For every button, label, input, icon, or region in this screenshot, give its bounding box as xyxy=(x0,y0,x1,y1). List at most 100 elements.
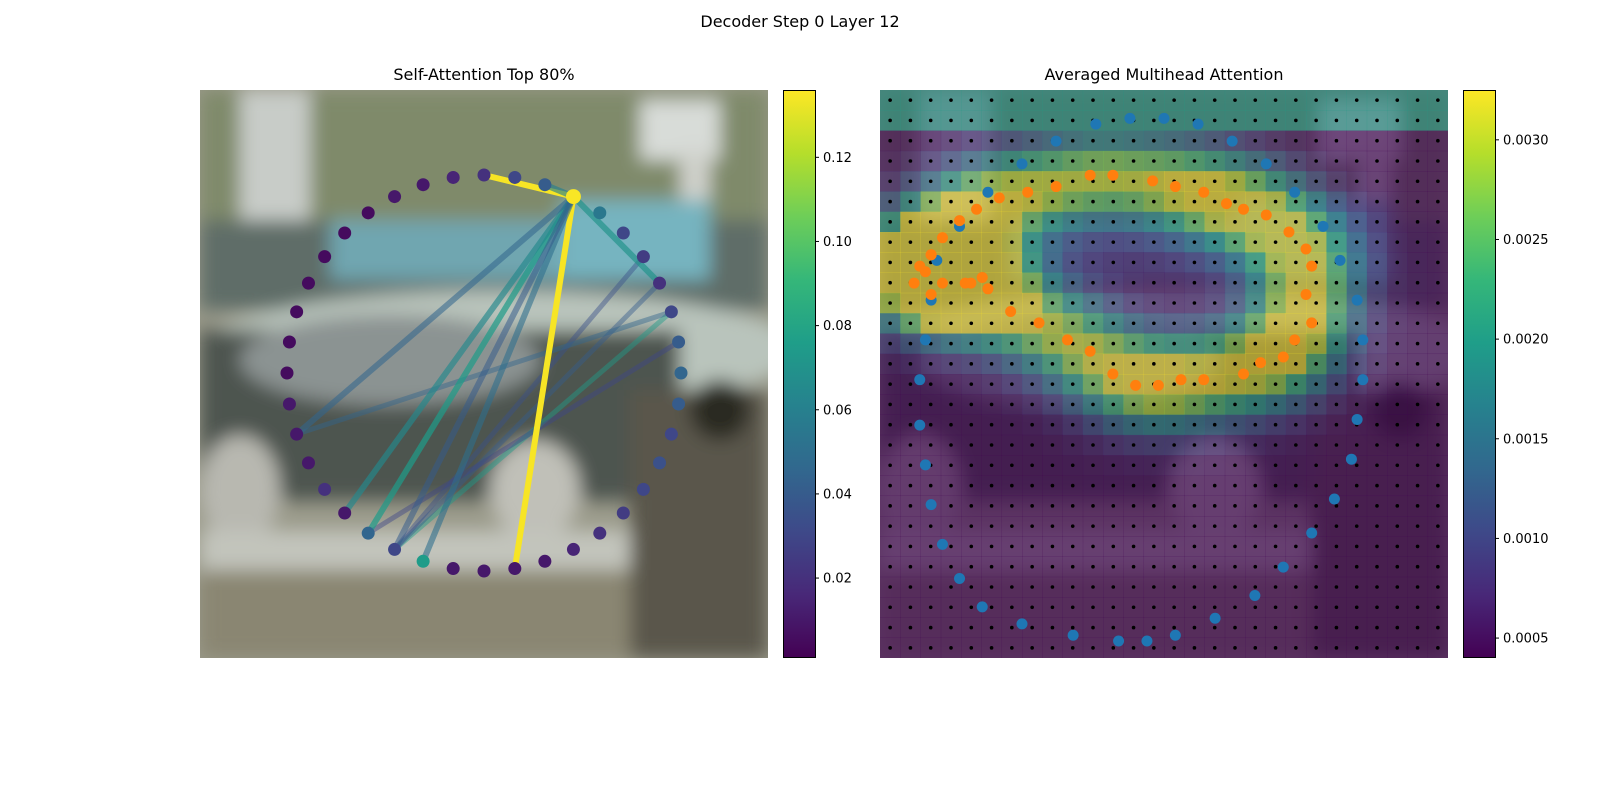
grid-dot xyxy=(1233,321,1237,326)
grid-dot xyxy=(989,544,994,549)
contour-point xyxy=(361,206,375,220)
grid-dot xyxy=(1253,118,1258,123)
grid-dot xyxy=(1192,321,1197,326)
left-colorbar: 0.02 0.04 0.06 0.08 0.10 0.12 xyxy=(783,90,852,658)
colorbar-tick-label: 0.0015 xyxy=(1503,432,1549,447)
grid-dot xyxy=(1436,280,1440,285)
grid-dot xyxy=(969,483,974,488)
grid-dot xyxy=(1334,138,1339,143)
grid-dot xyxy=(1111,118,1116,123)
grid-dot xyxy=(928,544,933,549)
grid-dot xyxy=(989,98,994,102)
grid-dot xyxy=(1375,159,1379,163)
grid-dot xyxy=(1253,585,1258,589)
grid-dot xyxy=(1070,402,1075,407)
grid-dot xyxy=(888,625,892,630)
query-point xyxy=(976,601,988,613)
grid-dot xyxy=(1212,179,1217,184)
grid-dot xyxy=(1334,605,1339,610)
figure-title: Decoder Step 0 Layer 12 xyxy=(700,12,900,31)
grid-dot xyxy=(888,260,892,265)
reference-point xyxy=(965,277,977,289)
grid-dot xyxy=(1010,402,1014,407)
grid-dot xyxy=(989,382,994,386)
grid-dot xyxy=(1253,301,1258,305)
grid-dot xyxy=(1030,341,1034,346)
grid-dot xyxy=(1091,240,1095,244)
grid-dot xyxy=(908,138,913,143)
grid-dot xyxy=(928,321,933,326)
grid-dot xyxy=(1273,179,1278,184)
attention-edge xyxy=(392,280,663,552)
grid-dot xyxy=(969,544,974,549)
reference-point xyxy=(1169,181,1181,193)
grid-dot xyxy=(1152,544,1156,549)
grid-dot xyxy=(1294,402,1298,407)
grid-dot xyxy=(989,605,994,610)
grid-dot xyxy=(949,422,953,427)
contour-point xyxy=(446,562,460,576)
grid-dot xyxy=(1091,524,1095,528)
grid-dot xyxy=(1415,159,1420,163)
reference-points xyxy=(908,169,1318,391)
grid-dot xyxy=(1131,544,1136,549)
grid-dot xyxy=(1233,341,1237,346)
reference-point xyxy=(1238,203,1250,215)
grid-dot xyxy=(969,524,974,528)
grid-dot xyxy=(1010,564,1014,569)
grid-dot xyxy=(1152,240,1156,244)
grid-dot xyxy=(1314,605,1318,610)
grid-dot xyxy=(1314,240,1318,244)
grid-dot xyxy=(1070,422,1075,427)
reference-point xyxy=(993,192,1005,204)
grid-dot xyxy=(1233,240,1237,244)
grid-dot xyxy=(1131,98,1136,102)
contour-point xyxy=(290,427,304,441)
grid-dot xyxy=(1050,564,1055,569)
grid-dot xyxy=(888,159,892,163)
self-attention-plot xyxy=(200,90,768,658)
grid-dot xyxy=(1030,118,1034,123)
grid-dot xyxy=(1314,483,1318,488)
grid-dot xyxy=(1070,625,1075,630)
grid-dot xyxy=(1415,240,1420,244)
grid-dot xyxy=(1010,422,1014,427)
grid-dot xyxy=(969,443,974,447)
grid-dot xyxy=(1192,98,1197,102)
grid-dot xyxy=(1192,625,1197,630)
grid-dot xyxy=(1294,483,1298,488)
grid-dot xyxy=(949,544,953,549)
grid-dot xyxy=(1233,483,1237,488)
reference-point xyxy=(925,288,937,300)
grid-dot xyxy=(908,564,913,569)
query-point xyxy=(1289,186,1301,198)
grid-dot xyxy=(1375,362,1379,366)
grid-dot xyxy=(1070,98,1075,102)
grid-dot xyxy=(1395,625,1400,630)
grid-dot xyxy=(949,98,953,102)
grid-dot xyxy=(1354,402,1359,407)
right-colorbar: 0.0005 0.0010 0.0015 0.0020 0.0025 0.0030 xyxy=(1463,90,1549,658)
grid-dot xyxy=(1111,483,1116,488)
grid-dot xyxy=(1395,341,1400,346)
grid-dot xyxy=(928,585,933,589)
grid-dot xyxy=(1314,138,1318,143)
grid-dot xyxy=(1050,504,1055,508)
reference-point xyxy=(1033,317,1045,329)
grid-dot xyxy=(1010,524,1014,528)
grid-dot xyxy=(1091,605,1095,610)
grid-dot xyxy=(888,199,892,204)
grid-dot xyxy=(1395,220,1400,224)
grid-dot xyxy=(1415,504,1420,508)
grid-dot xyxy=(1354,220,1359,224)
grid-dot xyxy=(928,402,933,407)
grid-dot xyxy=(1212,341,1217,346)
grid-dot xyxy=(1192,585,1197,589)
grid-dot xyxy=(928,138,933,143)
grid-dot xyxy=(1050,544,1055,549)
grid-dot xyxy=(1192,504,1197,508)
grid-dot xyxy=(1070,585,1075,589)
grid-dot xyxy=(1152,159,1156,163)
grid-dot xyxy=(1294,646,1298,650)
query-point xyxy=(1113,635,1125,647)
